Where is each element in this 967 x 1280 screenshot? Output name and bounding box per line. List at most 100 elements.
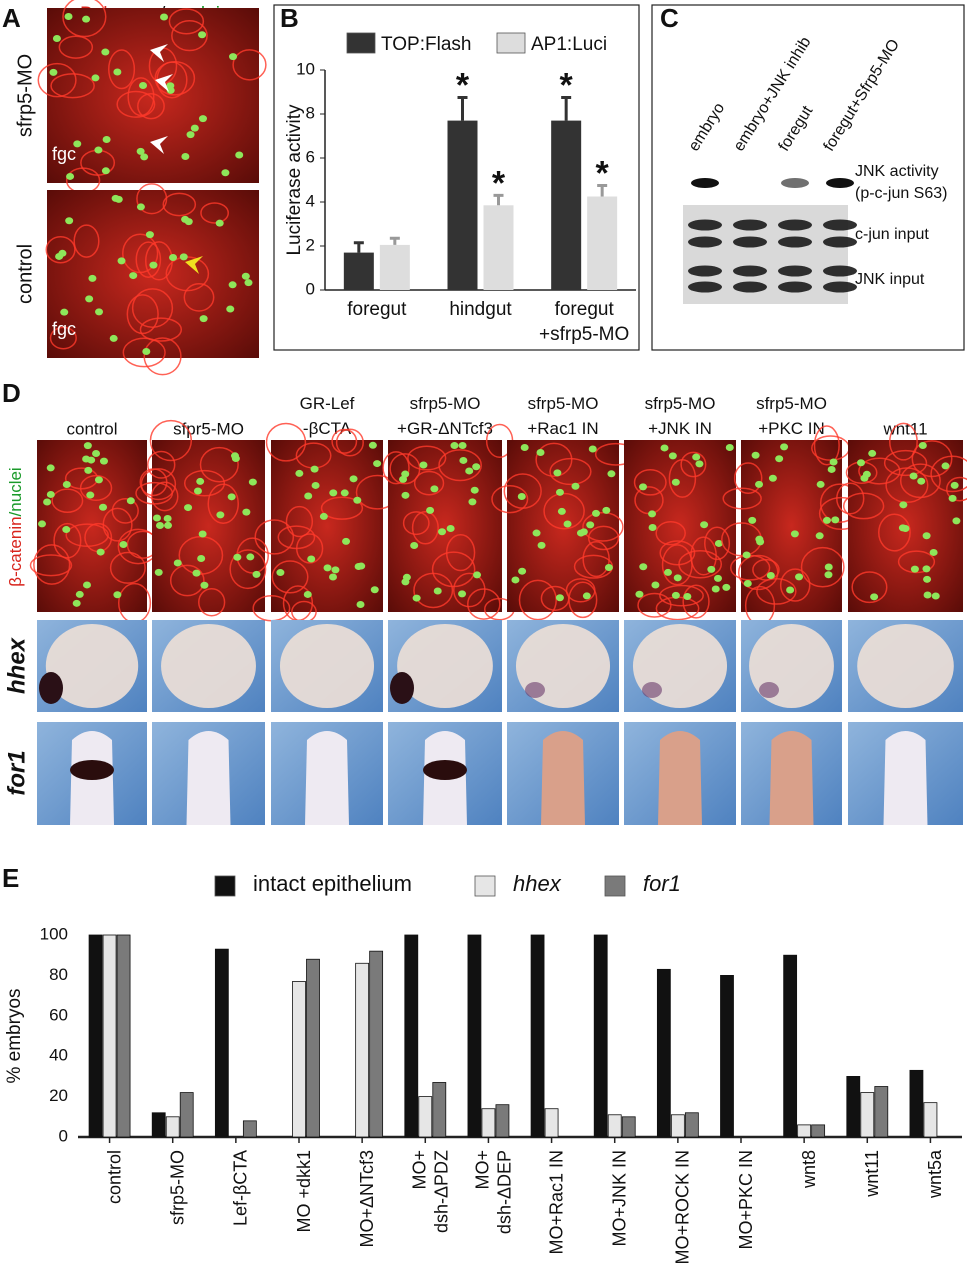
cell-outline bbox=[169, 564, 205, 597]
cell-outline bbox=[858, 457, 901, 485]
bar bbox=[607, 1114, 622, 1138]
nucleus bbox=[328, 573, 337, 581]
y-axis-label: % embryos bbox=[4, 988, 25, 1083]
nucleus bbox=[149, 261, 158, 269]
nucleus bbox=[768, 474, 777, 482]
legend-swatch bbox=[474, 875, 496, 897]
row-label: β-catenin/nuclei bbox=[6, 467, 25, 586]
nucleus bbox=[142, 347, 151, 355]
band bbox=[733, 236, 767, 248]
cell-outline bbox=[53, 522, 82, 559]
bar bbox=[432, 1082, 447, 1138]
nucleus bbox=[331, 566, 340, 574]
nucleus bbox=[553, 469, 562, 477]
bar bbox=[242, 1120, 257, 1138]
nucleus bbox=[329, 489, 338, 497]
nucleus bbox=[145, 231, 154, 239]
nucleus bbox=[470, 486, 479, 494]
cell-outline bbox=[45, 236, 76, 264]
nucleus bbox=[410, 541, 419, 549]
nucleus bbox=[84, 466, 93, 474]
nucleus bbox=[918, 441, 927, 449]
nucleus bbox=[714, 539, 723, 547]
nucleus bbox=[73, 140, 82, 148]
nucleus bbox=[241, 272, 250, 280]
cell-outline bbox=[438, 449, 482, 482]
bar bbox=[593, 934, 608, 1138]
band bbox=[688, 219, 722, 231]
nucleus bbox=[438, 528, 447, 536]
embryo bbox=[857, 624, 954, 708]
nucleus bbox=[356, 600, 365, 608]
band bbox=[688, 281, 722, 293]
nucleus bbox=[62, 526, 71, 534]
cell-outline bbox=[79, 474, 113, 502]
cell-outline bbox=[668, 458, 697, 498]
row-label: control bbox=[14, 244, 36, 304]
lane-label: embryo bbox=[686, 100, 729, 154]
band bbox=[823, 265, 857, 277]
nucleus bbox=[119, 541, 128, 549]
nucleus bbox=[862, 470, 871, 478]
nucleus bbox=[246, 553, 255, 561]
text-line: sfrp5-MO bbox=[410, 394, 481, 413]
nucleus bbox=[831, 516, 840, 524]
y-axis-label: Luciferase activity bbox=[284, 104, 305, 256]
nucleus bbox=[221, 169, 230, 177]
cell-outline bbox=[37, 62, 77, 98]
legend-swatch bbox=[346, 32, 376, 54]
nucleus bbox=[373, 460, 382, 468]
nucleus bbox=[101, 48, 110, 56]
nucleus bbox=[648, 510, 657, 518]
cell-outline bbox=[183, 283, 215, 312]
nucleus bbox=[695, 460, 704, 468]
cell-outline bbox=[135, 241, 162, 278]
nucleus bbox=[459, 456, 468, 464]
text-line: MO+ bbox=[472, 1150, 492, 1190]
text-line: +GR-ΔNTcf3 bbox=[397, 419, 493, 438]
cell-outline bbox=[680, 451, 707, 478]
nucleus bbox=[537, 541, 546, 549]
nucleus bbox=[743, 580, 752, 588]
cell-outline bbox=[126, 294, 159, 335]
nucleus bbox=[190, 124, 199, 132]
cell-outline bbox=[168, 8, 205, 35]
nucleus bbox=[215, 219, 224, 227]
cell-outline bbox=[682, 584, 710, 619]
column-label: control bbox=[66, 419, 117, 438]
nucleus bbox=[604, 563, 613, 571]
nucleus bbox=[323, 564, 332, 572]
cell-outline bbox=[899, 463, 941, 499]
nucleus bbox=[660, 444, 669, 452]
cell-outline bbox=[265, 422, 307, 462]
nucleus bbox=[85, 295, 94, 303]
nucleus bbox=[948, 494, 957, 502]
nucleus bbox=[114, 195, 123, 203]
nucleus bbox=[952, 517, 961, 525]
nucleus bbox=[307, 555, 316, 563]
nucleus bbox=[824, 571, 833, 579]
nucleus bbox=[91, 74, 100, 82]
cell-outline bbox=[582, 511, 624, 542]
nucleus bbox=[154, 568, 163, 576]
x-tick-label: MO+JNK IN bbox=[609, 1150, 629, 1247]
bar bbox=[214, 948, 229, 1138]
cell-outline bbox=[229, 549, 267, 590]
cell-outline bbox=[49, 326, 77, 350]
nucleus bbox=[160, 13, 169, 21]
nucleus bbox=[113, 68, 122, 76]
cell-outline bbox=[183, 469, 226, 497]
nucleus bbox=[755, 480, 764, 488]
lane-label: embryo+JNK inhib bbox=[731, 34, 815, 154]
lane-label: foregut bbox=[776, 103, 817, 155]
cell-outline bbox=[413, 572, 454, 609]
x-tick-label: MO+ΔNTcf3 bbox=[357, 1150, 377, 1248]
nucleus bbox=[153, 514, 162, 522]
cell-outline bbox=[122, 233, 159, 274]
nucleus bbox=[901, 524, 910, 532]
arrowhead bbox=[185, 256, 203, 274]
nucleus bbox=[181, 152, 190, 160]
image-tag: fgc bbox=[52, 319, 76, 339]
column-label: sfpr5-MO bbox=[173, 419, 244, 438]
x-tick-label: MO+Rac1 IN bbox=[546, 1150, 566, 1255]
